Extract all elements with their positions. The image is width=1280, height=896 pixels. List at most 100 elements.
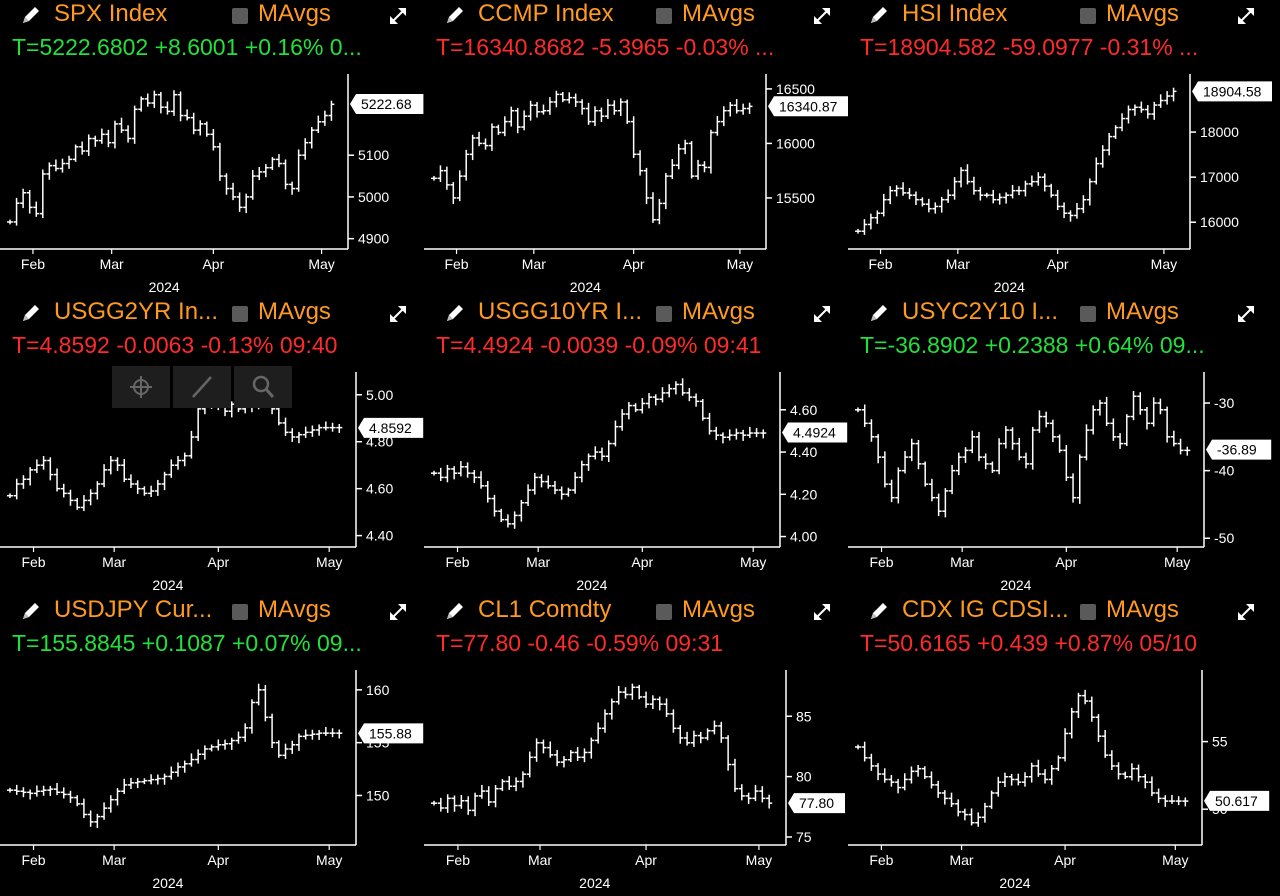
chart-title[interactable]: HSI Index xyxy=(902,0,1008,27)
x-tick-label: May xyxy=(1162,852,1188,868)
chart-panel-usdjpy[interactable]: USDJPY Cur... MAvgs T=155.8845 +0.1087 +0.… xyxy=(0,596,424,892)
chart-title[interactable]: SPX Index xyxy=(54,0,168,27)
x-tick-label: Feb xyxy=(869,852,893,868)
mavgs-label[interactable]: MAvgs xyxy=(682,298,755,325)
chart-tools-toolbar xyxy=(112,366,292,408)
x-tick-label: Apr xyxy=(1054,852,1076,868)
price-chart[interactable]: 75 80 85 Feb Mar Apr May 2024 77.80 xyxy=(424,660,848,892)
chart-title[interactable]: USYC2Y10 I... xyxy=(902,298,1059,325)
y-tick-label: -30 xyxy=(1214,395,1234,411)
pencil-icon[interactable] xyxy=(868,4,890,26)
x-axis-year: 2024 xyxy=(1000,577,1031,593)
y-tick-label: 4.60 xyxy=(790,402,817,418)
last-price-value: 5222.68 xyxy=(361,96,412,112)
expand-icon[interactable] xyxy=(810,302,834,326)
x-axis-year: 2024 xyxy=(579,875,610,891)
x-axis-year: 2024 xyxy=(570,279,601,295)
price-chart[interactable]: 15500 16000 16500 Feb Mar Apr May 2024 16340.87 xyxy=(424,64,848,296)
chart-panel-usyc2y10[interactable]: USYC2Y10 I... MAvgs T=-36.8902 +0.2388 +0.… xyxy=(848,298,1272,594)
chart-title[interactable]: CCMP Index xyxy=(478,0,614,27)
pencil-icon[interactable] xyxy=(20,4,42,26)
y-tick-label: 4.40 xyxy=(790,444,817,460)
mavgs-label[interactable]: MAvgs xyxy=(258,596,331,623)
x-tick-label: Mar xyxy=(946,256,970,272)
price-chart[interactable]: -50 -40 -30 Feb Mar Apr May 2024 -36.89 xyxy=(848,362,1272,594)
chart-panel-cl1[interactable]: CL1 Comdty MAvgs T=77.80 -0.46 -0.59% 09:3… xyxy=(424,596,848,892)
chart-title[interactable]: CDX IG CDSI... xyxy=(902,596,1069,623)
mavgs-label[interactable]: MAvgs xyxy=(682,596,755,623)
pencil-icon[interactable] xyxy=(444,302,466,324)
pencil-icon[interactable] xyxy=(444,600,466,622)
expand-icon[interactable] xyxy=(386,600,410,624)
expand-icon[interactable] xyxy=(1234,600,1258,624)
x-tick-label: May xyxy=(746,852,772,868)
mavgs-checkbox[interactable] xyxy=(656,306,672,322)
price-chart[interactable]: 5055FebMarAprMay202450.617 xyxy=(848,660,1272,892)
mavgs-checkbox[interactable] xyxy=(232,306,248,322)
chart-title[interactable]: CL1 Comdty xyxy=(478,596,612,623)
expand-icon[interactable] xyxy=(386,4,410,28)
chart-panel-ccmp[interactable]: CCMP Index MAvgs T=16340.8682 -5.3965 -0.0… xyxy=(424,0,848,296)
chart-header: CDX IG CDSI... MAvgs xyxy=(848,596,1272,628)
x-axis-year: 2024 xyxy=(576,577,607,593)
price-chart[interactable]: 4900 5000 5100 Feb Mar Apr May 2024 5222.68 xyxy=(0,64,424,296)
expand-icon[interactable] xyxy=(386,302,410,326)
mavgs-checkbox[interactable] xyxy=(1080,306,1096,322)
last-price-label: 50.617 xyxy=(1204,790,1270,811)
chart-title[interactable]: USGG2YR In... xyxy=(54,298,219,325)
line-tool-icon xyxy=(192,376,212,398)
expand-icon[interactable] xyxy=(1234,302,1258,326)
price-series xyxy=(6,683,343,829)
pencil-icon[interactable] xyxy=(444,4,466,26)
chart-header: USGG2YR In... MAvgs xyxy=(0,298,424,330)
price-series xyxy=(855,87,1177,235)
x-tick-label: Apr xyxy=(207,852,229,868)
mavgs-label[interactable]: MAvgs xyxy=(258,0,331,27)
y-tick-label: 4.00 xyxy=(790,529,817,545)
x-tick-label: Apr xyxy=(1055,554,1077,570)
mavgs-checkbox[interactable] xyxy=(1080,8,1096,24)
mavgs-checkbox[interactable] xyxy=(656,8,672,24)
last-price-label: 4.8592 xyxy=(358,417,424,438)
expand-icon[interactable] xyxy=(810,4,834,28)
mavgs-checkbox[interactable] xyxy=(1080,604,1096,620)
y-tick-label: 16000 xyxy=(776,135,815,151)
zoom-tool-button[interactable] xyxy=(234,366,292,408)
x-tick-label: Mar xyxy=(100,256,124,272)
pencil-icon[interactable] xyxy=(20,302,42,324)
x-tick-label: May xyxy=(316,852,342,868)
crosshair-tool-button[interactable] xyxy=(112,366,170,408)
price-chart[interactable]: 4.00 4.20 4.40 4.60 Feb Mar Apr May 2024 4.4924 xyxy=(424,362,848,594)
mavgs-label[interactable]: MAvgs xyxy=(258,298,331,325)
mavgs-label[interactable]: MAvgs xyxy=(1106,596,1179,623)
x-tick-label: Apr xyxy=(631,554,653,570)
y-tick-label: 75 xyxy=(796,829,812,845)
pencil-icon[interactable] xyxy=(868,302,890,324)
draw-line-tool-button[interactable] xyxy=(173,366,231,408)
mavgs-checkbox[interactable] xyxy=(656,604,672,620)
last-price-value: 16340.87 xyxy=(779,98,838,114)
pencil-icon[interactable] xyxy=(20,600,42,622)
chart-panel-hsi[interactable]: HSI Index MAvgs T=18904.582 -59.0977 -0.31… xyxy=(848,0,1272,296)
x-tick-label: May xyxy=(316,554,342,570)
chart-title[interactable]: USDJPY Cur... xyxy=(54,596,213,623)
mavgs-checkbox[interactable] xyxy=(232,8,248,24)
chart-panel-cdx[interactable]: CDX IG CDSI... MAvgs T=50.6165 +0.439 +0.8… xyxy=(848,596,1272,892)
mavgs-checkbox[interactable] xyxy=(232,604,248,620)
pencil-icon[interactable] xyxy=(868,600,890,622)
mavgs-label[interactable]: MAvgs xyxy=(1106,0,1179,27)
x-tick-label: Feb xyxy=(868,256,892,272)
chart-panel-usgg10yr[interactable]: USGG10YR I... MAvgs T=4.4924 -0.0039 -0.09… xyxy=(424,298,848,594)
chart-panel-spx[interactable]: SPX Index MAvgs T=5222.6802 +8.6001 +0.16%… xyxy=(0,0,424,296)
x-tick-label: Apr xyxy=(1047,256,1069,272)
price-quote: T=5222.6802 +8.6001 +0.16% 0... xyxy=(12,34,362,60)
mavgs-label[interactable]: MAvgs xyxy=(1106,298,1179,325)
price-chart[interactable]: 16000 17000 18000 Feb Mar Apr May 2024 18904.58 xyxy=(848,64,1272,296)
chart-title[interactable]: USGG10YR I... xyxy=(478,298,643,325)
chart-panel-usgg2yr[interactable]: USGG2YR In... MAvgs T=4.8592 -0.0063 -0.13… xyxy=(0,298,424,594)
price-chart[interactable]: 150155160FebMarAprMay2024155.88 xyxy=(0,660,424,892)
mavgs-label[interactable]: MAvgs xyxy=(682,0,755,27)
expand-icon[interactable] xyxy=(1234,4,1258,28)
expand-icon[interactable] xyxy=(810,600,834,624)
last-price-label: 155.88 xyxy=(358,723,424,744)
